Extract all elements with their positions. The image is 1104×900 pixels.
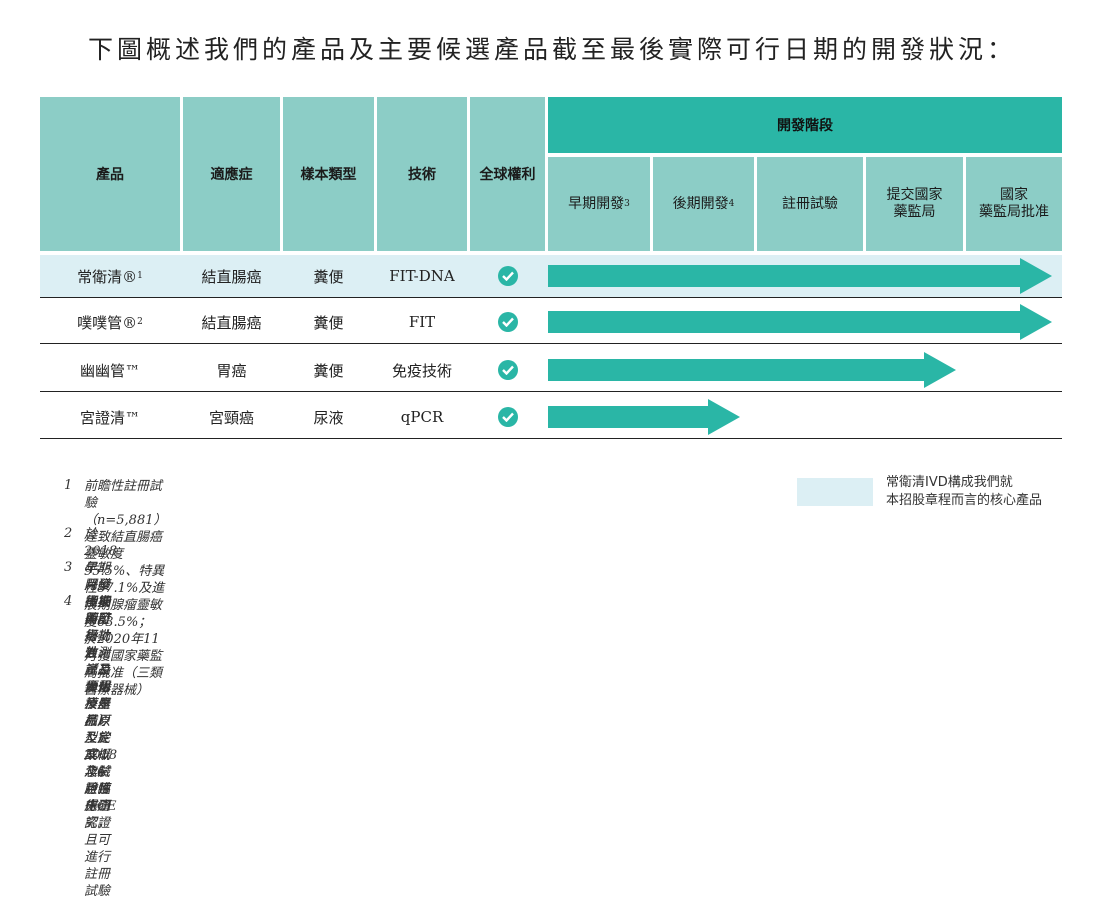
product-name: 宮證清™ <box>79 408 140 427</box>
indication: 結直腸癌 <box>201 267 262 286</box>
global-rights <box>470 349 545 391</box>
table-row: 幽幽管™ 胃癌 糞便 免疫技術 <box>40 349 1062 392</box>
product-name: 常衛清® 1 <box>77 267 143 286</box>
checkmark-icon <box>497 407 518 427</box>
legend-swatch <box>797 478 873 506</box>
sample-type: 糞便 <box>313 361 344 380</box>
sample-type: 尿液 <box>313 408 344 427</box>
progress-arrow <box>548 399 740 435</box>
product-name: 噗噗管® 2 <box>77 313 143 332</box>
progress-arrow-shape <box>548 352 956 388</box>
technology: FIT <box>408 313 436 331</box>
global-rights <box>470 396 545 438</box>
header-technology: 技術 <box>377 97 467 251</box>
progress-arrow <box>548 352 956 388</box>
table-row: 宮證清™ 宮頸癌 尿液 qPCR <box>40 396 1062 439</box>
technology: qPCR <box>400 408 444 426</box>
stage-nmpa-submission: 提交國家 藥監局 <box>866 157 963 251</box>
checkmark-icon <box>497 312 518 332</box>
global-rights <box>470 301 545 343</box>
progress-arrow-shape <box>548 304 1052 340</box>
stage-early-development: 早期開發 3 <box>548 157 650 251</box>
legend-text: 常衛清IVD構成我們就 本招股章程而言的核心產品 <box>886 475 1043 508</box>
technology: 免疫技術 <box>391 361 452 380</box>
header-sample-type: 樣本類型 <box>283 97 374 251</box>
header-development-stages: 開發階段 <box>548 97 1062 153</box>
stage-registration-trial: 註冊試驗 <box>757 157 863 251</box>
header-product: 產品 <box>40 97 180 251</box>
sample-type: 糞便 <box>313 313 344 332</box>
technology: FIT-DNA <box>389 267 455 285</box>
progress-arrow <box>548 304 1052 340</box>
indication: 胃癌 <box>216 361 247 380</box>
page-title: 下圖概述我們的產品及主要候選產品截至最後實際可行日期的開發狀況： <box>87 35 1016 64</box>
header-indication: 適應症 <box>183 97 280 251</box>
checkmark-icon <box>497 360 518 380</box>
global-rights <box>470 255 545 297</box>
indication: 宮頸癌 <box>208 408 254 427</box>
stage-nmpa-approval: 國家 藥監局批准 <box>966 157 1062 251</box>
progress-arrow <box>548 258 1052 294</box>
indication: 結直腸癌 <box>201 313 262 332</box>
header-global-rights: 全球權利 <box>470 97 545 251</box>
progress-arrow-shape <box>548 399 740 435</box>
table-row: 噗噗管® 2 結直腸癌 糞便 FIT <box>40 301 1062 344</box>
checkmark-icon <box>497 266 518 286</box>
product-name: 幽幽管™ <box>79 361 140 380</box>
table-row: 常衛清® 1 結直腸癌 糞便 FIT-DNA <box>40 255 1062 298</box>
sample-type: 糞便 <box>313 267 344 286</box>
progress-arrow-shape <box>548 258 1052 294</box>
stage-late-development: 後期開發 4 <box>653 157 754 251</box>
